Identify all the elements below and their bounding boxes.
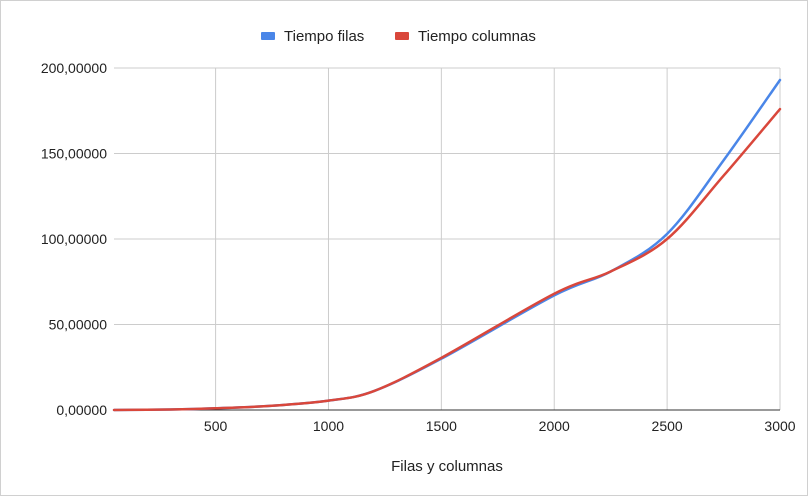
legend: Tiempo filas Tiempo columnas: [261, 28, 536, 45]
y-tick-label: 100,00000: [41, 231, 107, 247]
series: [112, 78, 782, 412]
series-line-1: [112, 78, 782, 412]
legend-label-2: Tiempo columnas: [418, 28, 536, 45]
legend-label-1: Tiempo filas: [284, 28, 364, 45]
x-tick-label: 1500: [426, 418, 457, 434]
x-tick-label: 2000: [539, 418, 570, 434]
x-tick-label: 500: [204, 418, 228, 434]
x-tick-label: 2500: [652, 418, 683, 434]
legend-swatch-1: [261, 32, 275, 40]
y-tick-label: 0,00000: [56, 402, 107, 418]
y-tick-label: 200,00000: [41, 60, 107, 76]
y-tick-label: 150,00000: [41, 146, 107, 162]
x-tick-label: 3000: [764, 418, 795, 434]
grid: [114, 67, 781, 410]
x-tick-label: 1000: [313, 418, 344, 434]
y-tick-label: 50,00000: [49, 317, 108, 333]
axes: 0,00000 50,00000 100,00000 150,00000 200,000…: [41, 60, 796, 434]
legend-swatch-2: [395, 32, 409, 40]
series-line-2: [112, 107, 782, 412]
x-axis-title: Filas y columnas: [391, 458, 503, 475]
